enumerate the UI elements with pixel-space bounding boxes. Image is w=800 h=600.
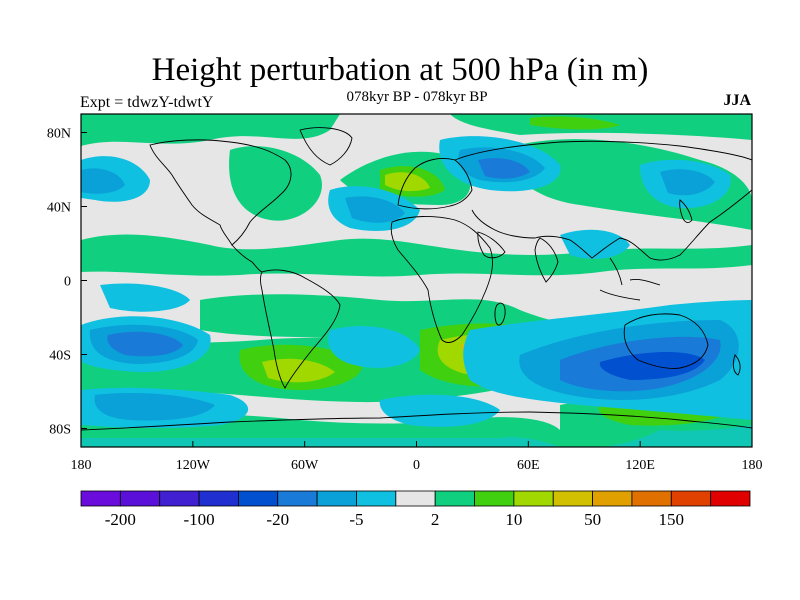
lon-tick-label: 120E	[625, 458, 655, 473]
contour-band	[262, 358, 335, 383]
period-label: 078kyr BP - 078kyr BP	[346, 89, 488, 105]
lon-tick-label: 0	[413, 458, 420, 473]
contour-band	[379, 394, 500, 427]
contour-band	[81, 168, 125, 194]
colorbar-swatch	[670, 490, 712, 507]
longitude-axis: 180 120W 60W 0 60E 120E 180	[71, 441, 763, 473]
contour-band	[530, 116, 620, 130]
map-title: Height perturbation at 500 hPa (in m)	[151, 52, 649, 88]
lon-tick-label: 180	[71, 458, 92, 473]
coastline-japan	[679, 199, 693, 223]
contour-band	[385, 172, 430, 192]
colorbar-label: 10	[505, 510, 522, 529]
colorbar-swatch	[356, 490, 397, 507]
contour-band	[345, 196, 405, 223]
colorbar-label: -5	[349, 510, 363, 529]
coastline-antarctica	[81, 411, 752, 431]
lat-tick-label: 80N	[47, 127, 71, 142]
colorbar-swatch	[198, 490, 239, 507]
coastline-india	[534, 237, 559, 283]
colorbar-swatch	[513, 490, 554, 507]
season-label: JJA	[723, 92, 751, 109]
lon-tick-label: 120W	[176, 458, 211, 473]
coastline-africa	[390, 216, 493, 343]
colorbar-label: 50	[584, 510, 601, 529]
coastline-central-america	[231, 244, 263, 273]
contour-band	[107, 331, 183, 357]
lat-tick-label: 0	[64, 275, 71, 290]
coastline-madagascar	[494, 302, 506, 326]
contour-band	[100, 283, 190, 312]
colorbar-swatch	[316, 490, 357, 507]
colorbar-swatch	[159, 490, 200, 507]
contour-band	[560, 229, 630, 259]
colorbar-swatch	[710, 490, 751, 507]
colorbar-label: -100	[183, 510, 214, 529]
colorbar-swatch	[119, 490, 161, 507]
colorbar-swatch	[552, 490, 593, 507]
coastline-north-america	[149, 139, 292, 246]
lat-tick-label: 40S	[49, 349, 71, 364]
lon-tick-label: 60W	[291, 458, 319, 473]
coastline-australia	[623, 313, 709, 369]
coastlines	[81, 127, 752, 431]
colorbar-label: -200	[105, 510, 136, 529]
contour-band	[81, 425, 752, 447]
colorbar-label: -20	[266, 510, 289, 529]
colorbar-swatch	[474, 490, 515, 507]
lat-tick-label: 40N	[47, 201, 71, 216]
contour-band	[660, 169, 715, 196]
contour-field	[81, 114, 752, 447]
contour-band	[81, 114, 340, 146]
colorbar-swatch	[395, 490, 436, 507]
coastline-southeast-asia	[599, 257, 661, 301]
coastline-asia	[454, 140, 752, 261]
colorbar: -200 -100 -20 -5 2 10 50 150	[80, 490, 751, 529]
coastline-greenland	[299, 127, 353, 166]
contour-band	[81, 234, 752, 277]
coastline-europe	[397, 157, 473, 210]
coastline-south-america	[260, 269, 341, 389]
contour-band	[599, 351, 705, 380]
contour-band	[328, 326, 420, 368]
latitude-axis: 80N 40N 0 40S 80S	[47, 127, 87, 438]
colorbar-swatch	[238, 490, 279, 507]
colorbar-label: 150	[659, 510, 685, 529]
colorbar-label: 2	[431, 510, 440, 529]
contour-band	[478, 158, 530, 179]
colorbar-swatch	[631, 490, 672, 507]
colorbar-swatch	[277, 490, 318, 507]
colorbar-swatch	[80, 490, 121, 507]
colorbar-swatch	[592, 490, 633, 507]
lon-tick-label: 180	[742, 458, 763, 473]
lat-tick-label: 80S	[49, 423, 71, 438]
lon-tick-label: 60E	[517, 458, 540, 473]
coastline-new-zealand	[732, 354, 741, 376]
colorbar-swatch	[434, 490, 475, 507]
contour-band	[229, 146, 322, 221]
contour-band	[94, 393, 215, 421]
experiment-label: Expt = tdwzY-tdwtY	[80, 94, 214, 111]
coastline-arabia	[477, 231, 506, 259]
